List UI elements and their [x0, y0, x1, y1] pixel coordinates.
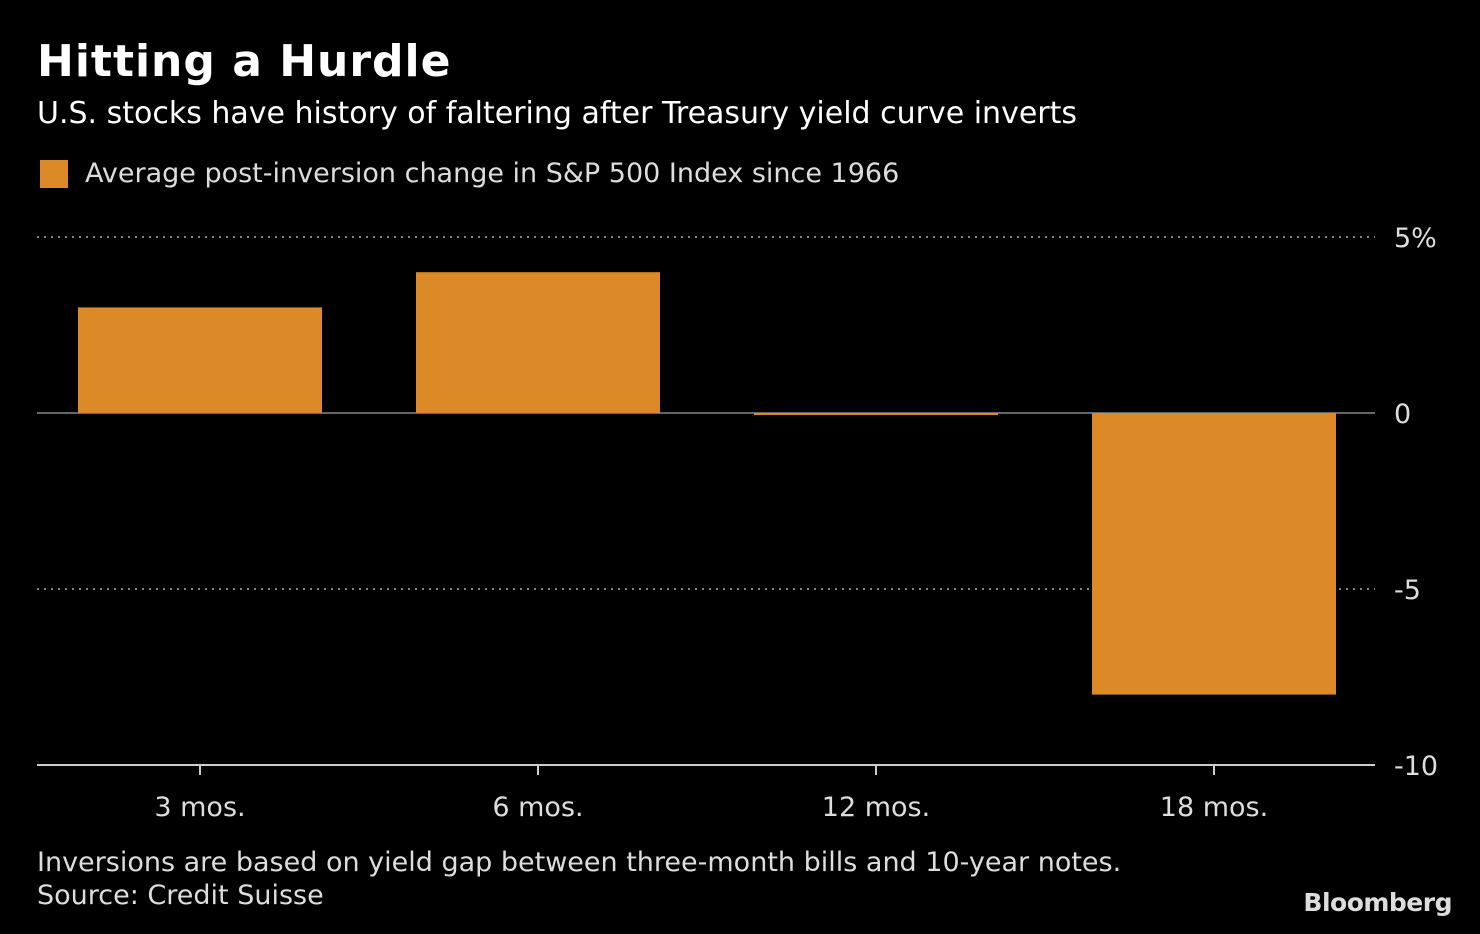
- y-tick-label: 0: [1394, 399, 1411, 430]
- bar: [754, 413, 998, 415]
- bloomberg-logo: Bloomberg: [1303, 888, 1452, 917]
- legend-swatch: [40, 159, 68, 188]
- x-tick-label: 3 mos.: [154, 792, 245, 823]
- footnote: Inversions are based on yield gap betwee…: [37, 846, 1121, 912]
- legend-label: Average post-inversion change in S&P 500…: [85, 158, 900, 189]
- y-tick-label: -10: [1394, 751, 1438, 782]
- bar: [78, 307, 322, 413]
- source-text: Source: Credit Suisse: [37, 880, 324, 911]
- note-text: Inversions are based on yield gap betwee…: [37, 847, 1122, 878]
- bar: [416, 272, 660, 413]
- y-tick-label: -5: [1394, 575, 1421, 606]
- chart-subtitle: U.S. stocks have history of faltering af…: [37, 96, 1078, 131]
- legend: Average post-inversion change in S&P 500…: [40, 158, 899, 189]
- x-tick-label: 12 mos.: [822, 792, 930, 823]
- bar: [1092, 413, 1336, 695]
- chart-title: Hitting a Hurdle: [37, 36, 452, 87]
- y-tick-label: 5%: [1394, 223, 1437, 254]
- x-tick-label: 6 mos.: [492, 792, 583, 823]
- x-tick-label: 18 mos.: [1160, 792, 1268, 823]
